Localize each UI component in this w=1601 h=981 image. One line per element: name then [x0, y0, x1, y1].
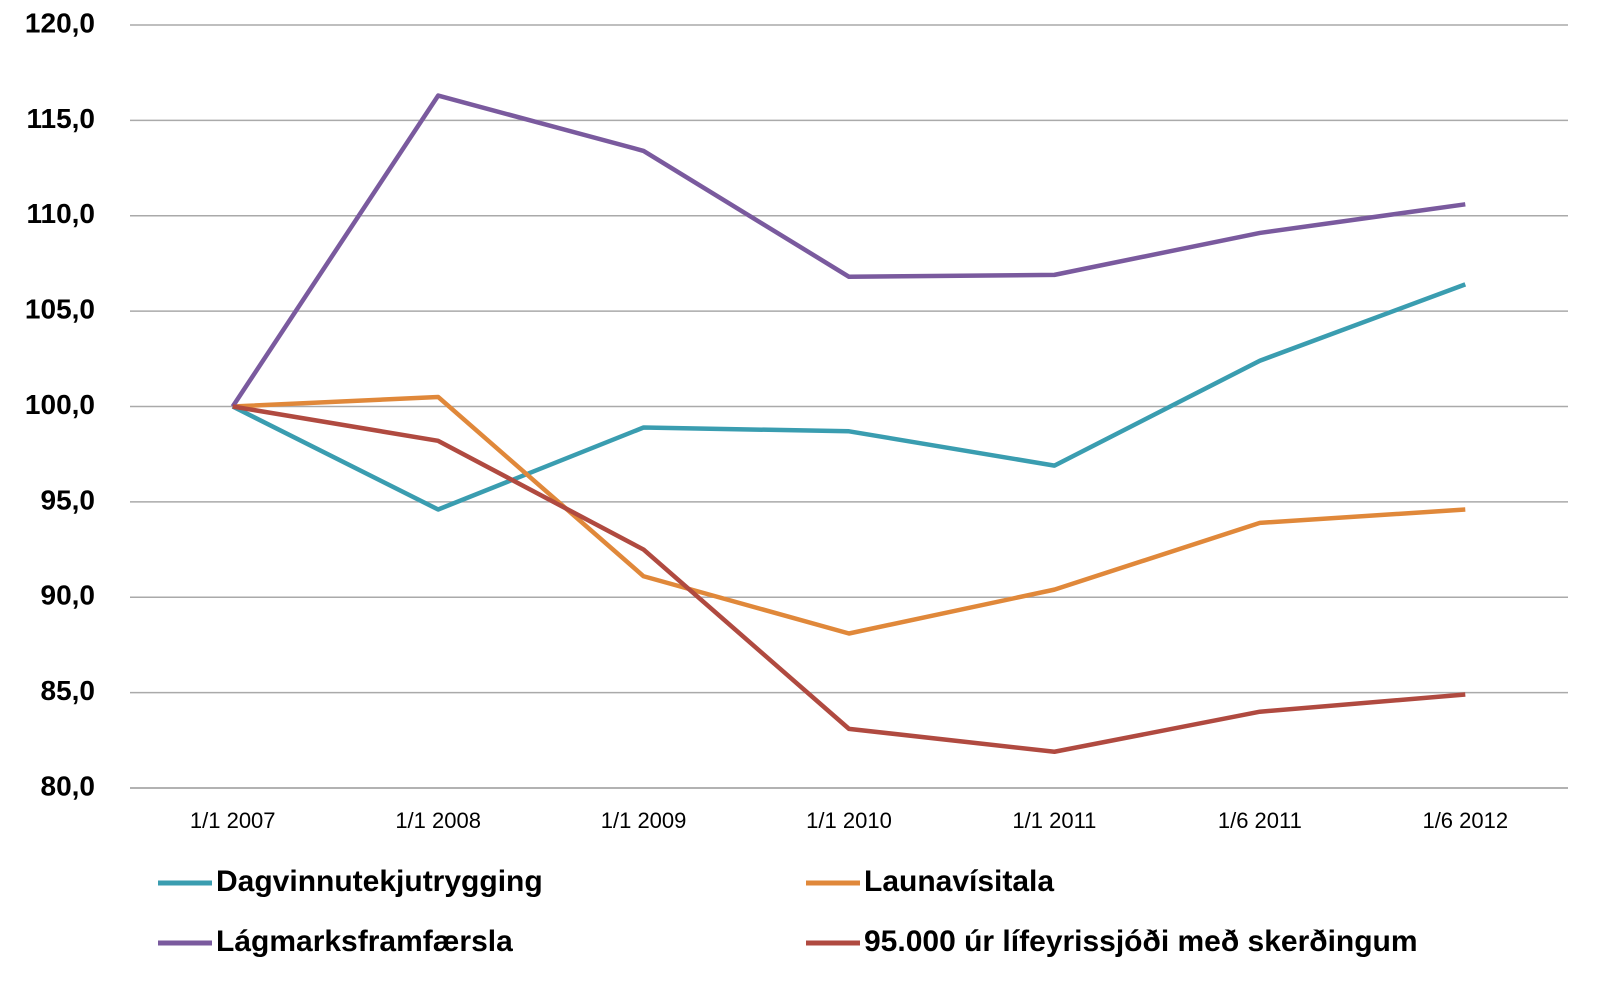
legend-label: 95.000 úr lífeyrissjóði með skerðingum [864, 925, 1418, 958]
y-tick-label: 90,0 [41, 580, 96, 611]
y-tick-label: 100,0 [25, 389, 95, 420]
y-tick-label: 115,0 [26, 103, 95, 134]
y-tick-label: 80,0 [41, 770, 96, 801]
y-tick-label: 85,0 [41, 675, 96, 706]
legend-label: Dagvinnutekjutrygging [216, 865, 543, 898]
x-tick-label: 1/1 2011 [1012, 808, 1096, 833]
series-line [230, 93, 1466, 408]
x-tick-label: 1/6 2011 [1218, 808, 1302, 833]
legend-label: Lágmarksframfærsla [216, 925, 513, 958]
x-tick-label: 1/1 2007 [190, 808, 276, 833]
x-tick-label: 1/1 2008 [395, 808, 481, 833]
series-line [232, 394, 1466, 636]
y-tick-label: 105,0 [25, 294, 95, 325]
legend-label: Launavísitala [864, 865, 1054, 898]
x-tick-label: 1/1 2009 [601, 808, 687, 833]
x-tick-label: 1/1 2010 [806, 808, 892, 833]
series-line [232, 404, 1466, 755]
y-tick-label: 120,0 [25, 7, 95, 38]
x-tick-label: 1/6 2012 [1422, 808, 1508, 833]
y-tick-label: 110,0 [26, 198, 95, 229]
series-line [231, 282, 1467, 512]
y-tick-label: 95,0 [41, 484, 96, 515]
